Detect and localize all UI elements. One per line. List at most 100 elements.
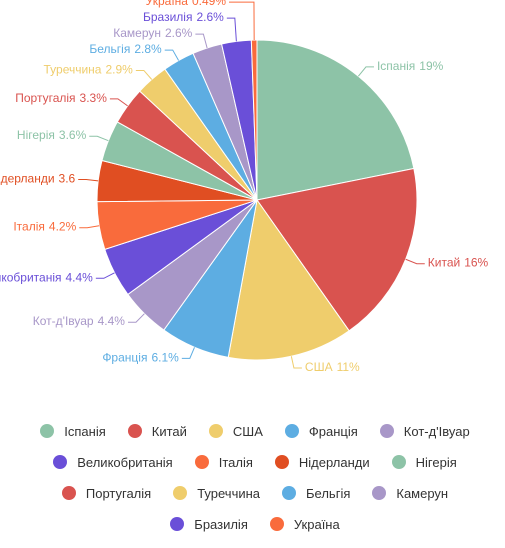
label-value: 4.4% — [98, 314, 126, 328]
legend-label: Нідерланди — [298, 454, 370, 470]
data-label: Кот-д'Івуар 4.4% — [33, 314, 126, 328]
label-name: Китай — [428, 256, 460, 270]
leader-line — [405, 258, 425, 265]
data-label: Італія 4.2% — [13, 220, 76, 234]
pie-slice — [227, 198, 350, 361]
legend-label: Великобританія — [77, 454, 173, 470]
label-name: Нігерія — [17, 128, 55, 142]
data-label: Португалія 3.3% — [15, 91, 107, 105]
data-label: Франція 6.1% — [102, 351, 179, 365]
label-name: Португалія — [15, 91, 75, 105]
leader-line — [226, 17, 237, 42]
label-name: Іспанія — [377, 59, 415, 73]
data-label: Нігерія 3.6% — [17, 128, 87, 142]
leader-line — [95, 272, 115, 279]
legend-label: Бельгія — [306, 485, 351, 501]
label-value: 0.49% — [192, 0, 226, 8]
leader-line — [78, 178, 99, 182]
leader-line — [195, 33, 208, 49]
label-name: Великобританія — [0, 270, 61, 284]
legend-marker — [40, 424, 55, 438]
legend-label: Кот-д'Івуар — [403, 423, 470, 439]
data-label: Бразилія 2.6% — [143, 10, 224, 24]
legend-label: США — [232, 423, 263, 439]
pie-area: Іспанія 19% Китай 16% США 11% Франція 6.1% Кот-д… — [0, 0, 489, 374]
label-name: Франція — [102, 351, 147, 365]
legend-label: Туреччина — [197, 485, 261, 501]
pie-slice — [256, 39, 415, 201]
legend-marker — [372, 486, 387, 500]
legend-marker — [53, 455, 68, 469]
legend-item[interactable]: США — [208, 422, 263, 440]
legend-item[interactable]: Бельгія — [282, 484, 350, 502]
leader-line — [127, 313, 145, 323]
legend-item[interactable]: Україна — [269, 515, 340, 533]
label-name: Камерун — [113, 26, 161, 40]
legend-item[interactable]: Кот-д'Івуар — [379, 422, 470, 440]
label-value: 19% — [419, 59, 443, 73]
label-value: 6.1% — [151, 351, 179, 365]
leader-line — [135, 69, 153, 80]
legend-label: Франція — [308, 423, 358, 439]
legend-marker — [282, 486, 297, 500]
legend-item[interactable]: Китай — [127, 422, 187, 440]
legend-marker — [61, 486, 76, 500]
legend-marker — [284, 424, 299, 438]
label-value: 2.6% — [165, 26, 193, 40]
leader-line — [109, 98, 128, 107]
leader-line — [164, 49, 180, 61]
pie-slice — [256, 167, 418, 332]
legend-item[interactable]: Камерун — [372, 484, 448, 502]
legend-item[interactable]: Португалія — [61, 484, 152, 502]
legend-label: Україна — [293, 516, 340, 532]
data-label: Іспанія 19% — [377, 59, 444, 73]
label-value: 11% — [337, 360, 360, 374]
legend-label: Італія — [218, 454, 253, 470]
label-name: Бельгія — [89, 42, 130, 56]
label-name: Нідерланди — [0, 172, 55, 186]
leader-line — [79, 225, 100, 229]
legend-label: Китай — [151, 423, 187, 439]
legend-item[interactable]: Нідерланди — [274, 453, 370, 471]
data-label: США 11% — [305, 360, 360, 374]
legend-label: Португалія — [85, 485, 152, 501]
leader-line — [89, 135, 109, 142]
legend-item[interactable]: Бразилія — [170, 515, 248, 533]
legend-item[interactable]: Франція — [284, 422, 358, 440]
label-name: Кот-д'Івуар — [33, 314, 94, 328]
label-value: 2.6% — [196, 10, 224, 24]
data-label: Нідерланди 3.6 — [0, 172, 76, 186]
legend: Іспанія Китай США Франція Кот-д'Івуар Великоб… — [30, 422, 480, 533]
legend-marker — [194, 455, 209, 469]
legend-marker — [391, 455, 406, 469]
legend-label: Нігерія — [415, 454, 457, 470]
label-value: 4.4% — [65, 270, 93, 284]
legend-marker — [269, 517, 284, 531]
label-value: 3.3% — [80, 91, 108, 105]
label-name: Італія — [13, 220, 45, 234]
legend-item[interactable]: Великобританія — [53, 453, 173, 471]
leader-line — [229, 1, 255, 41]
legend-item[interactable]: Туреччина — [173, 484, 260, 502]
data-label: Камерун 2.6% — [113, 26, 192, 40]
label-value: 4.2% — [49, 220, 77, 234]
legend-item[interactable]: Італія — [194, 453, 253, 471]
data-label: Китай 16% — [428, 256, 489, 270]
label-value: 2.8% — [134, 42, 162, 56]
legend-label: Камерун — [396, 485, 449, 501]
label-name: Бразилія — [143, 10, 192, 24]
data-label: Туреччина 2.9% — [44, 63, 134, 77]
data-label: Бельгія 2.8% — [89, 42, 162, 56]
legend-item[interactable]: Іспанія — [40, 422, 106, 440]
data-label: Великобританія 4.4% — [0, 270, 93, 284]
legend-marker — [208, 424, 223, 438]
label-name: США — [305, 360, 333, 374]
leader-line — [290, 356, 302, 369]
legend-marker — [379, 424, 394, 438]
label-name: Україна — [146, 0, 189, 8]
legend-item[interactable]: Нігерія — [391, 453, 457, 471]
label-value: 3.6 — [59, 172, 76, 186]
legend-marker — [173, 486, 188, 500]
label-name: Туреччина — [44, 63, 102, 77]
